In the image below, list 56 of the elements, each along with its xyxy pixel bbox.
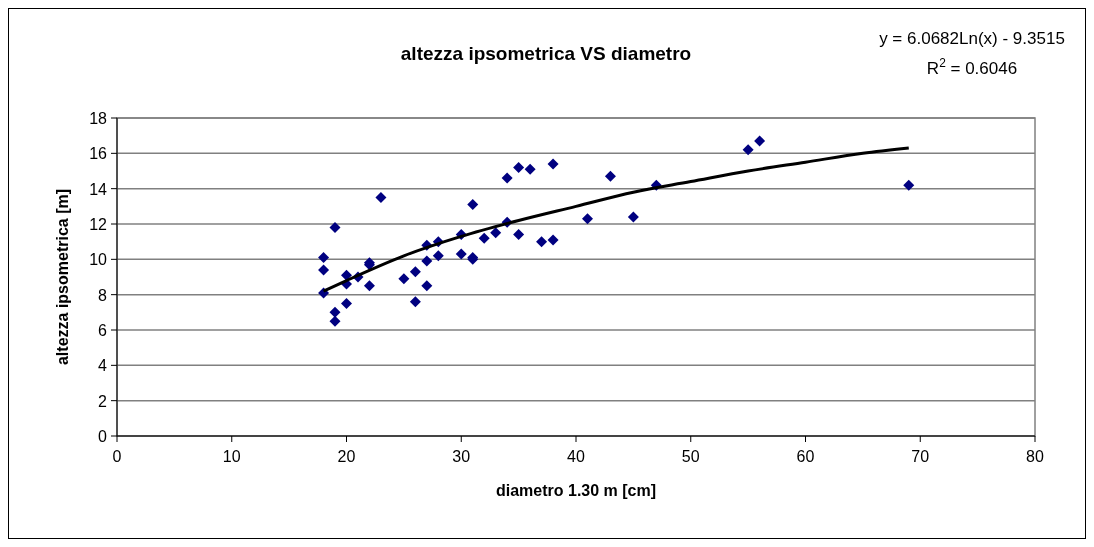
x-tick-label: 0 bbox=[112, 448, 122, 465]
x-tick-label: 20 bbox=[337, 448, 356, 465]
point bbox=[524, 163, 536, 175]
point bbox=[329, 306, 341, 318]
point bbox=[467, 199, 479, 211]
point bbox=[581, 213, 593, 225]
point bbox=[421, 280, 433, 292]
point bbox=[513, 229, 525, 241]
x-axis-title: diametro 1.30 m [cm] bbox=[495, 482, 657, 499]
point bbox=[490, 227, 502, 239]
point bbox=[375, 192, 387, 203]
point bbox=[409, 296, 421, 308]
point bbox=[547, 158, 559, 170]
y-tick-label: 0 bbox=[98, 428, 108, 445]
y-tick-label: 14 bbox=[89, 180, 108, 198]
x-tick-label: 50 bbox=[681, 448, 700, 465]
x-tick-label: 40 bbox=[567, 448, 585, 465]
point bbox=[363, 280, 375, 292]
x-tick-label: 60 bbox=[796, 448, 815, 465]
point bbox=[742, 144, 754, 156]
point bbox=[513, 161, 525, 173]
point bbox=[604, 170, 616, 182]
y-tick-label: 12 bbox=[89, 216, 108, 233]
point bbox=[627, 211, 639, 223]
point bbox=[341, 269, 352, 281]
point bbox=[455, 248, 467, 260]
point bbox=[432, 250, 444, 262]
y-tick-label: 16 bbox=[89, 145, 108, 163]
point bbox=[536, 236, 548, 248]
y-tick-label: 18 bbox=[89, 110, 108, 127]
point bbox=[547, 234, 559, 246]
point bbox=[398, 273, 410, 285]
point bbox=[318, 252, 330, 264]
x-tick-label: 10 bbox=[222, 448, 241, 465]
point bbox=[478, 232, 490, 244]
text: y = 6.0682Ln(x) - 9.3515 bbox=[879, 29, 1065, 48]
x-tick-label: 30 bbox=[452, 448, 471, 465]
text: R$^{2}$ = 0.6046 bbox=[926, 56, 1018, 78]
y-tick-label: 4 bbox=[98, 357, 108, 375]
x-tick-label: 70 bbox=[911, 448, 930, 465]
point bbox=[329, 222, 341, 234]
point bbox=[903, 179, 915, 191]
point bbox=[318, 264, 330, 276]
point bbox=[501, 172, 513, 184]
point bbox=[421, 255, 433, 267]
y-tick-label: 10 bbox=[89, 251, 108, 269]
y-tick-label: 8 bbox=[98, 286, 108, 304]
point bbox=[341, 298, 352, 309]
point bbox=[329, 315, 341, 327]
point bbox=[409, 266, 421, 278]
y-tick-label: 6 bbox=[98, 322, 108, 339]
y-axis-title: altezza ipsometrica [m] bbox=[54, 188, 71, 366]
point bbox=[754, 135, 766, 147]
x-tick-label: 80 bbox=[1026, 448, 1044, 465]
chart-title: altezza ipsometrica VS diametro bbox=[400, 43, 692, 64]
y-tick-label: 2 bbox=[98, 392, 108, 410]
